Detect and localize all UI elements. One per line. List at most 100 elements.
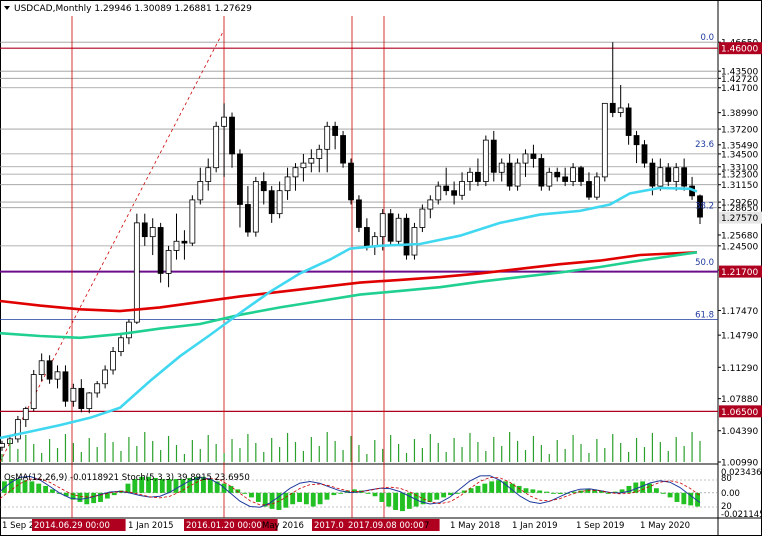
osma-bar: [331, 492, 337, 496]
osma-bar: [660, 492, 666, 494]
candle: [229, 116, 235, 155]
osma-bar: [63, 492, 69, 497]
candle: [348, 162, 354, 201]
osma-bar: [612, 491, 618, 493]
candle: [54, 371, 61, 380]
osma-bar: [324, 492, 330, 500]
osma-bar: [249, 492, 254, 498]
osma-bar: [194, 476, 200, 493]
osma-bar: [43, 485, 49, 493]
osma-bar: [557, 492, 563, 494]
candle: [141, 222, 148, 238]
osma-bar: [91, 492, 97, 504]
candle: [118, 337, 124, 352]
osma-bar: [509, 483, 515, 493]
candle: [237, 153, 243, 205]
time-highlight-box: [32, 519, 126, 531]
time-axis-label: 1 Sep 2: [2, 521, 34, 531]
time-axis-label: 2014.06.29 00:00: [34, 521, 110, 531]
price-highlight-box: [719, 211, 762, 224]
candle: [22, 408, 29, 421]
osma-bar: [125, 483, 131, 493]
candle: [506, 162, 513, 187]
osma-bar: [653, 488, 659, 493]
osma-bar: [454, 492, 460, 494]
time-axis-label: 1 May 2020: [640, 521, 690, 531]
candle: [522, 153, 529, 164]
osma-bar: [619, 489, 625, 493]
osma-bar: [475, 485, 481, 493]
price-axis-label: 1.00990: [721, 459, 758, 469]
candle: [308, 158, 315, 164]
price-axis-label: 1.37200: [721, 126, 758, 136]
candle: [435, 185, 442, 201]
osma-bar: [551, 492, 556, 494]
candle: [356, 199, 362, 228]
candle: [482, 139, 489, 182]
price-axis-label: 1.32300: [721, 171, 758, 181]
osma-bar: [386, 492, 392, 507]
candle: [86, 392, 93, 409]
candle: [411, 227, 418, 256]
price-axis-label: 1.07880: [721, 395, 758, 405]
osma-bar: [420, 492, 426, 505]
candle: [324, 125, 331, 150]
fib-label: 38.2: [695, 201, 714, 211]
candle: [633, 135, 640, 146]
osma-bar: [695, 492, 700, 507]
oscillator-label: OsMA(12,26,9) -0.0118921 Stoch(5,3,3) 39…: [4, 473, 250, 483]
time-axis-label: 2016.01.20 00:00: [186, 521, 262, 531]
price-highlight-label: 1.06500: [721, 408, 758, 418]
candle: [403, 217, 410, 256]
candle: [30, 374, 37, 409]
osma-bar: [523, 488, 529, 493]
osma-bar: [152, 477, 158, 493]
candle: [260, 181, 267, 192]
osma-bar: [317, 492, 323, 505]
candle: [14, 419, 21, 440]
time-highlight-box: [184, 519, 278, 531]
candle: [363, 227, 370, 247]
candle: [149, 227, 156, 238]
candle: [332, 125, 339, 136]
oscillator-axis-label: 0.0234366: [721, 468, 762, 478]
time-highlight-box: [346, 519, 440, 531]
price-highlight-box: [719, 42, 762, 55]
time-highlight-box: [312, 519, 350, 531]
time-axis-label: 1 Jan 2019: [512, 521, 558, 531]
ma-mid-line: [0, 251, 698, 340]
osma-bar: [36, 483, 42, 493]
osma-bar: [468, 488, 474, 493]
candle: [244, 204, 251, 233]
price-axis-label: 1.17470: [721, 307, 758, 317]
candle: [165, 250, 172, 274]
osma-bar: [180, 479, 186, 493]
price-axis-label: 1.29260: [721, 199, 758, 209]
candle: [371, 236, 378, 247]
candle: [586, 181, 592, 198]
candle: [268, 190, 275, 215]
candle: [340, 135, 346, 164]
price-axis-label: 1.38990: [721, 109, 758, 119]
fib-label: 0.0: [700, 33, 714, 43]
osma-bar: [132, 479, 138, 493]
osma-bar: [674, 492, 680, 502]
osma-bar: [482, 483, 488, 493]
osma-bar: [516, 485, 522, 493]
osma-bar: [502, 481, 508, 493]
osma-bar: [166, 479, 172, 493]
osma-bar: [235, 489, 241, 493]
candle: [300, 162, 307, 169]
ma-fast-line: [0, 186, 698, 440]
candle: [451, 190, 458, 196]
osma-bar: [592, 489, 598, 493]
osma-bar: [372, 492, 378, 497]
osma-bar: [139, 476, 145, 493]
time-axis-label: May 2016: [262, 521, 304, 531]
price-axis-label: 1.24500: [721, 242, 758, 252]
candle: [94, 383, 101, 394]
osma-bar: [290, 492, 296, 505]
osma-bar: [461, 490, 467, 493]
price-axis-label: 1.31150: [721, 181, 758, 191]
